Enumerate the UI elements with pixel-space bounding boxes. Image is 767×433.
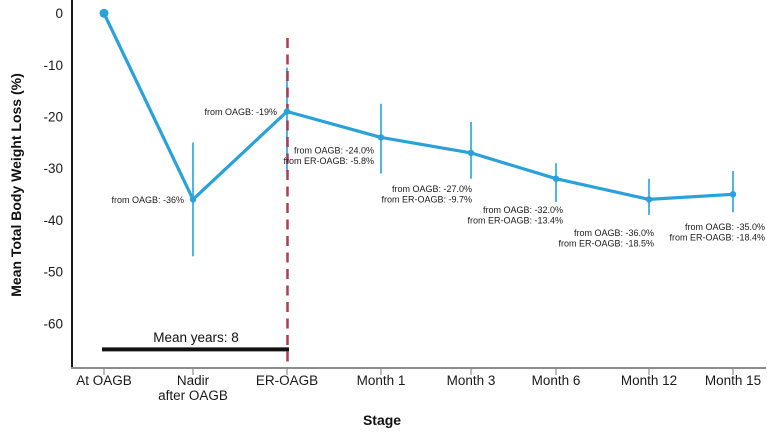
mean-years-label: Mean years: 8: [153, 330, 239, 345]
x-axis-title: Stage: [362, 412, 402, 428]
x-tick-label: ER-OAGB: [256, 373, 318, 388]
x-tick-label: Month 1: [357, 373, 406, 388]
annotation-label: from OAGB: -27.0%: [392, 184, 472, 194]
annotation-label: from OAGB: -19%: [204, 107, 277, 117]
y-tick-label: -40: [43, 213, 63, 228]
data-point: [283, 108, 291, 115]
annotation-label: from OAGB: -36%: [111, 195, 184, 205]
annotation-label: from OAGB: -32.0%: [483, 205, 563, 215]
annotation-label: from ER-OAGB: -9.7%: [381, 195, 472, 205]
data-point: [552, 175, 560, 182]
x-tick-label: At OAGB: [76, 373, 132, 388]
y-tick-label: -60: [43, 316, 63, 331]
y-axis-title: Mean Total Body Weight Loss (%): [8, 73, 24, 297]
data-point: [377, 134, 385, 141]
data-point: [99, 8, 109, 18]
x-tick-label: Month 3: [447, 373, 496, 388]
data-point: [729, 191, 737, 198]
data-point: [467, 149, 475, 157]
y-tick-label: -20: [43, 110, 63, 125]
x-tick-label: Month 15: [705, 373, 761, 388]
y-tick-label: -30: [43, 161, 63, 176]
y-tick-label: -50: [43, 265, 63, 280]
annotation-label: from ER-OAGB: -18.5%: [558, 239, 654, 249]
y-tick-label: -10: [43, 58, 63, 73]
annotation-label: from ER-OAGB: -18.4%: [669, 233, 765, 243]
annotation-label: from ER-OAGB: -13.4%: [467, 216, 563, 226]
y-tick-label: 0: [55, 6, 63, 21]
x-tick-label: Month 6: [532, 373, 581, 388]
annotation-label: from OAGB: -24.0%: [294, 146, 374, 156]
x-tick-label: Nadir after OAGB: [158, 373, 228, 403]
series-line: [102, 11, 735, 201]
x-tick-label: Month 12: [621, 373, 677, 388]
annotation-label: from OAGB: -36.0%: [574, 228, 654, 238]
annotation-label: from OAGB: -35.0%: [685, 222, 765, 232]
data-point: [189, 196, 197, 203]
annotation-label: from ER-OAGB: -5.8%: [283, 156, 374, 166]
data-point: [645, 196, 653, 203]
